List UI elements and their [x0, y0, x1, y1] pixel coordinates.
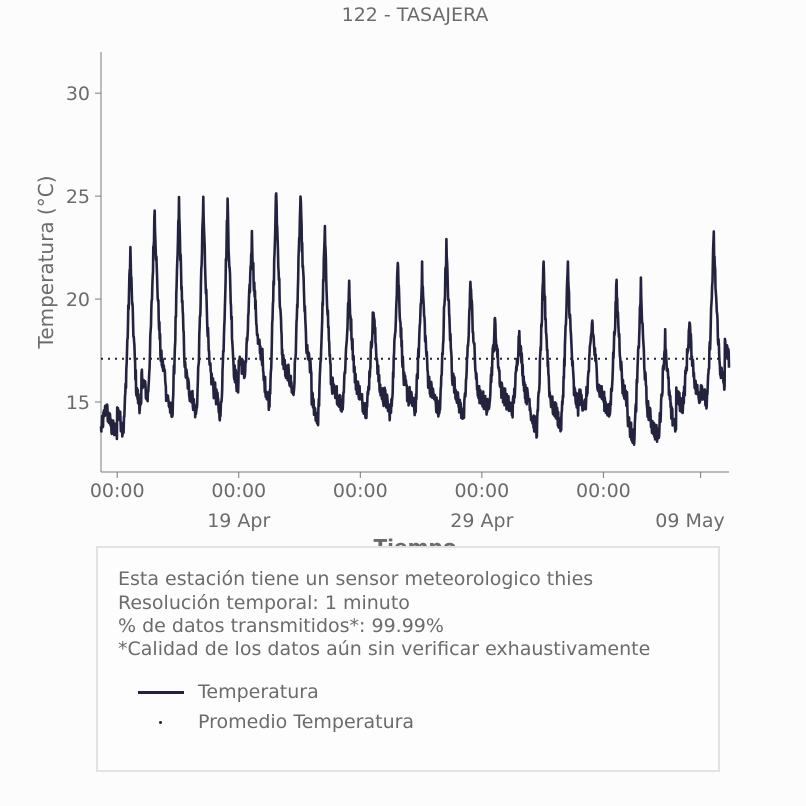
x-tick-date-label: 29 Apr — [450, 510, 513, 532]
y-tick-label: 15 — [66, 392, 90, 414]
x-tick-date-label: 09 May — [655, 510, 725, 532]
x-tick-label: 00:00 — [576, 480, 631, 502]
x-tick-label: 00:00 — [333, 480, 388, 502]
x-tick-label: 00:00 — [211, 480, 266, 502]
y-axis-label: Temperatura (°C) — [34, 175, 58, 349]
info-sensor-text: Esta estación tiene un sensor meteorolog… — [118, 568, 594, 590]
legend-line-swatch — [138, 691, 184, 694]
y-tick-label: 25 — [66, 186, 90, 208]
temperature-chart: 122 - TASAJERA 15 20 25 30 00:00 00:00 19 Apr… — [34, 4, 731, 559]
info-panel: Esta estación tiene un sensor meteorolog… — [96, 546, 720, 772]
legend-label: Promedio Temperatura — [198, 711, 415, 733]
x-tick-label: 00:00 — [454, 480, 509, 502]
legend-dot-swatch — [159, 721, 162, 724]
x-tick-label: 00:00 — [90, 480, 145, 502]
series-line-temperatura — [99, 192, 731, 446]
x-tick-date-label: 19 Apr — [207, 510, 270, 532]
y-tick-label: 20 — [66, 289, 90, 311]
info-resolution-text: Resolución temporal: 1 minuto — [118, 592, 410, 614]
info-transmitted-text: % de datos transmitidos*: 99.99% — [118, 615, 444, 637]
y-tick-label: 30 — [66, 83, 90, 105]
chart-title: 122 - TASAJERA — [342, 4, 489, 26]
info-quality-note: *Calidad de los datos aún sin verificar … — [118, 638, 651, 660]
legend-label: Temperatura — [198, 681, 319, 703]
